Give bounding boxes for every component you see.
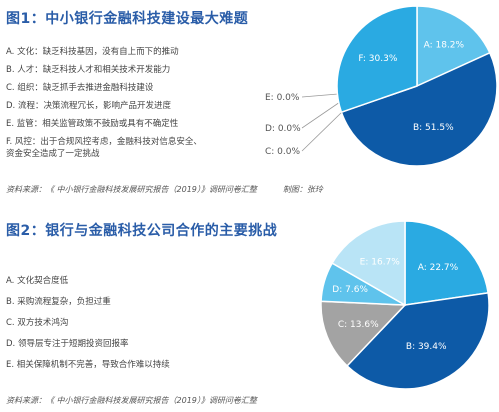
pie-leader-d [301, 101, 341, 129]
pie-label-c: C: 13.6% [338, 320, 379, 330]
pie-label-d: D: 0.0% [265, 124, 301, 134]
figure-1-item-list: A. 文化：缺乏科技基因，没有自上而下的推动 B. 人才：缺乏科技人才和相关技术… [6, 46, 202, 166]
figure-1-item-f: F. 风控：出于合规风控考虑，金融科技对信息安全、 资金安全造成了一定挑战 [6, 137, 202, 159]
pie-slice-a [404, 220, 489, 306]
pie-slice-a [416, 5, 491, 88]
pie-label-d: D: 7.6% [332, 285, 368, 295]
pie-label-b: B: 51.5% [413, 123, 454, 133]
figure-1-item-c: C. 组织：缺乏抓手去推进金融科技建设 [6, 83, 154, 93]
figure-2-item-b: B. 采购流程复杂，负担过重 [6, 297, 111, 307]
pie-slice-c [320, 300, 407, 367]
pie-slice-b [340, 51, 498, 167]
figure-2: 图2：银行与金融科技公司合作的主要挑战 A. 文化契合度低 B. 采购流程复杂，… [0, 212, 499, 412]
figure-1-source-text: 资料来源：《 中小银行金融科技发展研究报告（2019）》调研问卷汇整 [6, 185, 257, 194]
figure-2-pie-chart: A: 22.7% B: 39.4% C: 13.6% D: 7.6% E: 16.7% [320, 220, 490, 390]
figure-1: 图1：中小银行金融科技建设最大难题 A. 文化：缺乏科技基因，没有自上而下的推动… [0, 0, 499, 200]
figure-2-item-c: C. 双方技术鸿沟 [6, 318, 69, 328]
pie-label-c: C: 0.0% [265, 147, 300, 157]
figure-2-source: 资料来源：《 中小银行金融科技发展研究报告（2019）》调研问卷汇整 [6, 395, 257, 406]
figure-1-title: 图1：中小银行金融科技建设最大难题 [6, 11, 249, 27]
pie-label-e: E: 16.7% [360, 257, 401, 267]
pie-slice-e [331, 220, 406, 307]
figure-2-item-d: D. 领导层专注于短期投资回报率 [6, 339, 129, 349]
figure-1-credit: 制图：张玲 [282, 185, 323, 194]
figure-1-source: 资料来源：《 中小银行金融科技发展研究报告（2019）》调研问卷汇整 制图：张玲 [6, 184, 323, 195]
pie-leader-e [301, 93, 339, 98]
pie-leader-c [301, 111, 343, 152]
figure-2-title: 图2：银行与金融科技公司合作的主要挑战 [6, 223, 278, 239]
figure-2-source-text: 资料来源：《 中小银行金融科技发展研究报告（2019）》调研问卷汇整 [6, 396, 257, 405]
pie-label-f: F: 30.3% [358, 54, 397, 64]
figure-1-item-a: A. 文化：缺乏科技基因，没有自上而下的推动 [6, 47, 179, 57]
pie-label-e: E: 0.0% [265, 93, 300, 103]
figure-1-item-b: B. 人才：缺乏科技人才和相关技术开发能力 [6, 65, 171, 75]
figure-2-item-list: A. 文化契合度低 B. 采购流程复杂，负担过重 C. 双方技术鸿沟 D. 领导… [6, 275, 170, 380]
pie-label-b: B: 39.4% [406, 342, 447, 352]
figure-1-item-d: D. 流程：决策流程冗长，影响产品开发进度 [6, 101, 171, 111]
pie-label-a: A: 18.2% [424, 40, 465, 50]
figure-1-item-e: E. 监管：相关监管政策不鼓励或具有不确定性 [6, 119, 179, 129]
pie-slice-f [336, 5, 418, 114]
figure-2-item-a: A. 文化契合度低 [6, 276, 69, 286]
figure-2-item-e: E. 相关保障机制不完善，导致合作难以持续 [6, 360, 170, 370]
pie-slice-b [346, 292, 490, 390]
figure-1-pie-chart: A: 18.2% B: 51.5% C: 0.0% D: 0.0% E: 0.0% F: … [265, 5, 498, 167]
pie-label-a: A: 22.7% [418, 263, 459, 273]
